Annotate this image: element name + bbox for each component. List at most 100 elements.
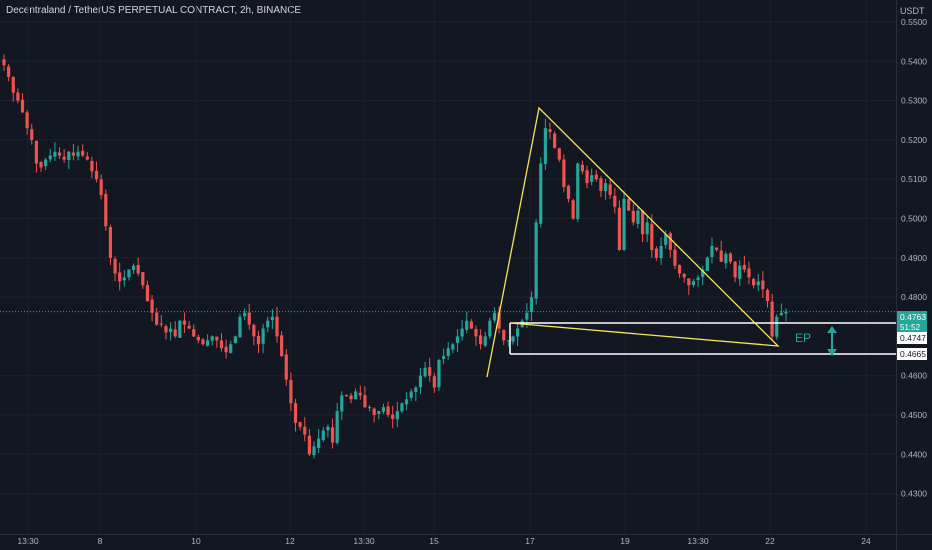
candle-body bbox=[229, 344, 233, 353]
candle-body bbox=[349, 395, 353, 400]
ep-arrow-up-icon bbox=[827, 326, 837, 333]
candle-body bbox=[701, 269, 705, 278]
candle-body bbox=[85, 156, 89, 160]
candle-body bbox=[557, 148, 561, 160]
candle-body bbox=[11, 76, 15, 93]
candle-body bbox=[539, 163, 543, 224]
candle-body bbox=[511, 336, 515, 342]
x-tick-label: 22 bbox=[765, 536, 775, 546]
candle-body bbox=[108, 227, 113, 258]
candle-body bbox=[321, 430, 325, 441]
candle-body bbox=[571, 200, 575, 219]
y-tick-label: 0.5500 bbox=[901, 17, 927, 27]
candle-body bbox=[20, 99, 25, 113]
candle-body bbox=[673, 249, 677, 266]
x-tick-label: 13:30 bbox=[687, 536, 709, 546]
candle-body bbox=[16, 92, 20, 101]
candle-body bbox=[270, 316, 274, 321]
candle-body bbox=[553, 133, 557, 148]
candle-body bbox=[187, 325, 191, 329]
candle-body bbox=[377, 411, 381, 414]
candle-body bbox=[728, 253, 733, 262]
current-price-badge bbox=[897, 311, 927, 333]
candle-body bbox=[104, 193, 108, 227]
ep-label: EP bbox=[795, 331, 811, 345]
candle-body bbox=[164, 326, 168, 333]
candle-body bbox=[418, 375, 423, 388]
candle-body bbox=[654, 248, 659, 258]
candle-body bbox=[44, 159, 48, 166]
candle-body bbox=[224, 346, 228, 353]
candle-body bbox=[62, 156, 66, 160]
candle-body bbox=[784, 311, 788, 314]
candle-body bbox=[122, 277, 126, 281]
candle-body bbox=[261, 328, 265, 344]
candle-body bbox=[432, 376, 436, 388]
candle-body bbox=[280, 335, 284, 357]
candle-body bbox=[492, 312, 497, 321]
candle-body bbox=[367, 407, 372, 409]
candle-body bbox=[451, 344, 455, 350]
candle-body bbox=[381, 407, 386, 412]
candle-body bbox=[317, 438, 321, 448]
level-badge bbox=[897, 348, 927, 360]
candle-body bbox=[39, 162, 43, 168]
candle-body bbox=[765, 290, 770, 302]
x-tick-label: 17 bbox=[525, 536, 535, 546]
level-badge bbox=[897, 332, 927, 344]
y-tick-label: 0.5300 bbox=[901, 96, 927, 106]
level-price-label: 0.4747 bbox=[900, 333, 926, 343]
candle-body bbox=[2, 59, 6, 66]
candle-body bbox=[210, 336, 214, 341]
candle-body bbox=[414, 387, 418, 392]
candle-body bbox=[446, 348, 450, 356]
candle-body bbox=[469, 321, 473, 329]
y-tick-label: 0.4300 bbox=[901, 489, 927, 499]
candle-body bbox=[266, 320, 270, 328]
candle-body bbox=[627, 199, 631, 211]
candle-body bbox=[752, 278, 756, 286]
candle-body bbox=[293, 403, 298, 423]
candle-body bbox=[599, 178, 603, 191]
candle-body bbox=[113, 258, 117, 274]
candle-body bbox=[423, 367, 427, 377]
candle-body bbox=[631, 210, 635, 223]
candle-body bbox=[714, 247, 719, 250]
triangle-pattern bbox=[486, 106, 780, 378]
candle-body bbox=[30, 129, 34, 140]
y-tick-label: 0.5400 bbox=[901, 56, 927, 66]
candle-body bbox=[155, 312, 159, 325]
candle-body bbox=[354, 391, 358, 400]
candle-body bbox=[358, 392, 362, 396]
candle-body bbox=[391, 414, 395, 419]
ep-arrow-down-icon bbox=[827, 349, 837, 356]
candle-body bbox=[710, 246, 714, 258]
candle-body bbox=[252, 324, 256, 337]
candle-body bbox=[576, 163, 580, 220]
x-tick-label: 13:30 bbox=[353, 536, 375, 546]
y-tick-label: 0.4800 bbox=[901, 292, 927, 302]
candle-body bbox=[622, 198, 626, 251]
candle-body bbox=[386, 406, 390, 415]
candle-body bbox=[312, 446, 316, 456]
candle-body bbox=[691, 281, 696, 285]
candle-body bbox=[243, 312, 247, 317]
candle-body bbox=[289, 379, 293, 404]
candle-body bbox=[738, 265, 742, 279]
candle-body bbox=[594, 174, 598, 180]
candle-body bbox=[99, 179, 103, 195]
candle-body bbox=[742, 265, 746, 270]
candle-body bbox=[479, 335, 483, 345]
candle-body bbox=[488, 320, 492, 337]
level-price-label: 0.4665 bbox=[900, 349, 926, 359]
candle-body bbox=[682, 273, 686, 278]
candle-body bbox=[705, 257, 709, 271]
candle-body bbox=[428, 367, 432, 376]
candle-body bbox=[645, 222, 649, 235]
candle-body bbox=[687, 278, 691, 286]
candle-body bbox=[192, 329, 196, 337]
countdown-label: 51:52 bbox=[900, 323, 921, 332]
candle-body bbox=[48, 155, 52, 160]
candle-body bbox=[719, 250, 723, 262]
